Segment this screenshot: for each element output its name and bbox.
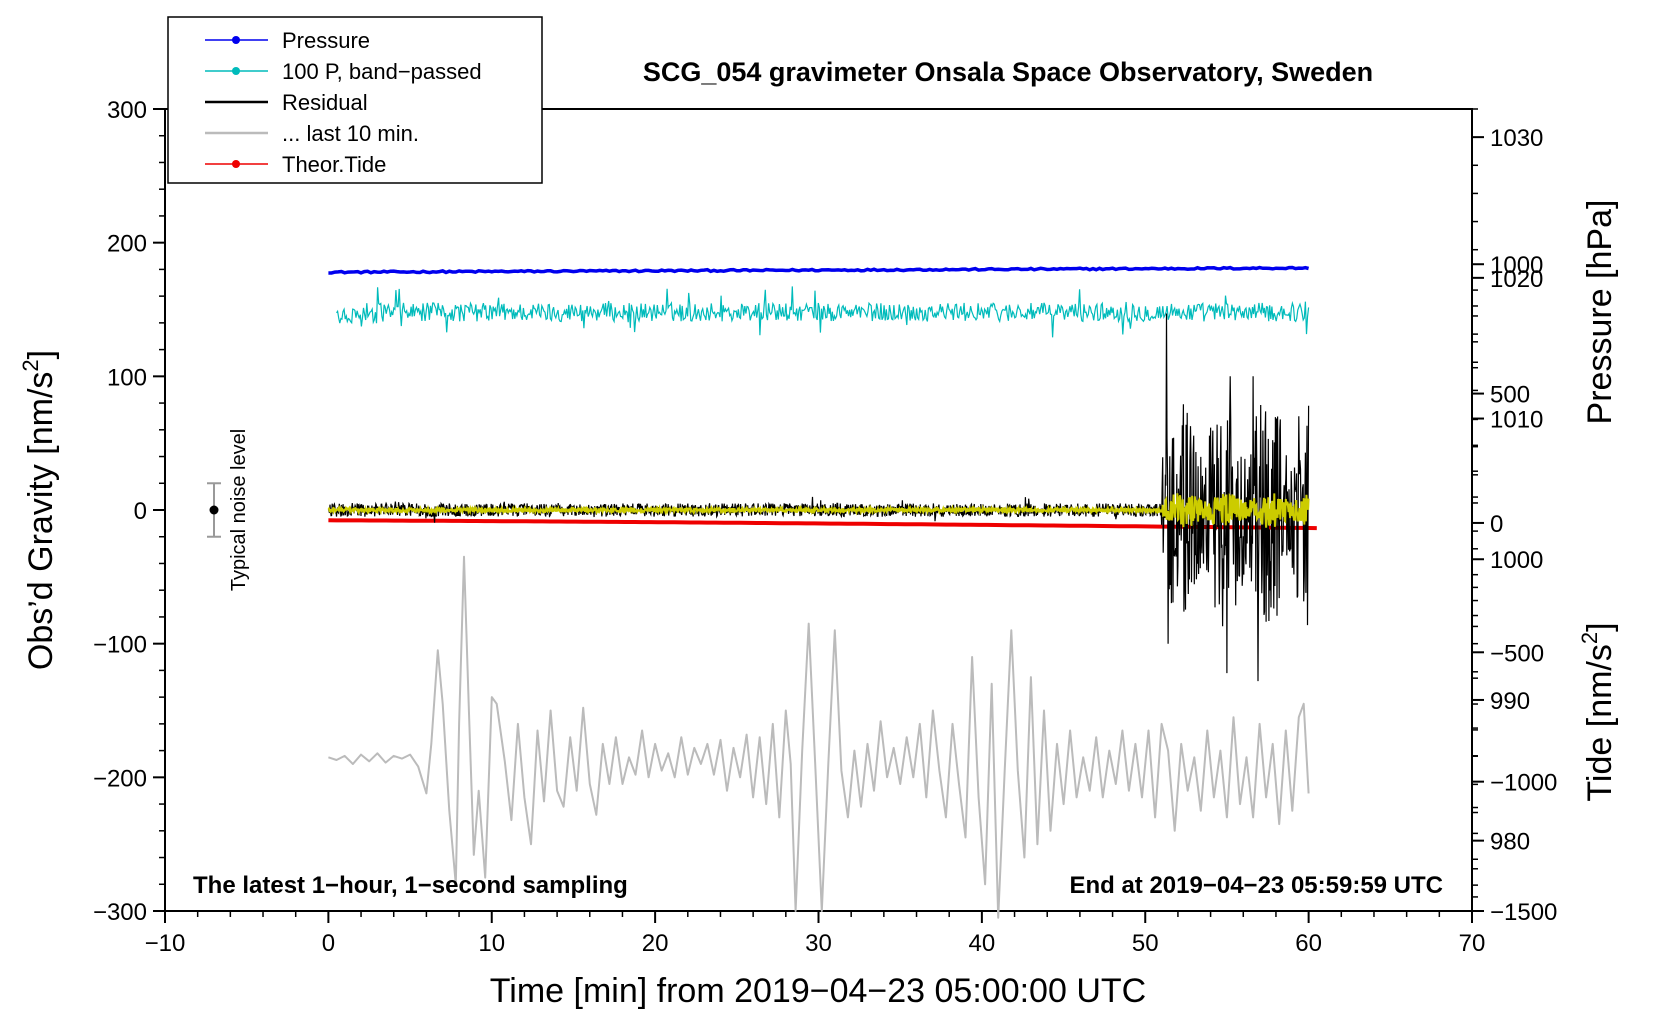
x-tick-label: 60 [1295, 930, 1322, 957]
legend: Pressure 100 P, band−passed Residual ...… [167, 16, 543, 184]
series-theor-tide [328, 518, 1317, 531]
x-tick-label: −10 [145, 930, 186, 957]
series-last-10-min [328, 555, 1310, 919]
legend-label-tide: Theor.Tide [282, 152, 386, 177]
x-tick-label: 20 [642, 930, 669, 957]
legend-label-pressure: Pressure [282, 28, 370, 53]
y-axis-title-left: Obs’d Gravity [nm/s2] [18, 350, 60, 670]
y-left-label-main: Obs’d Gravity [nm/s [22, 372, 60, 671]
legend-item-residual: Residual [205, 90, 368, 115]
tide-label-sup: 2 [1577, 632, 1602, 644]
x-tick-label: 70 [1459, 930, 1486, 957]
note-bottom-left: The latest 1−hour, 1−second sampling [193, 872, 628, 899]
legend-item-bandpassed: 100 P, band−passed [205, 59, 482, 84]
x-tick-label: 10 [478, 930, 505, 957]
y-axis-title-tide: Tide [nm/s2] [1577, 622, 1619, 801]
y-left-label-sup: 2 [18, 359, 43, 371]
tide-tick-label: 1000 [1490, 252, 1543, 279]
x-tick-label: 50 [1132, 930, 1159, 957]
legend-marker-pressure [232, 36, 240, 44]
legend-marker-tide [232, 160, 240, 168]
legend-box [167, 16, 543, 184]
legend-label-bandpassed: 100 P, band−passed [282, 59, 482, 84]
series-residual-filtered [327, 493, 1310, 528]
y-left-tick-label: −100 [93, 632, 147, 659]
y-left-label-close: ] [22, 350, 60, 359]
legend-item-pressure: Pressure [205, 28, 370, 53]
legend-label-residual: Residual [282, 90, 368, 115]
note-bottom-right: End at 2019−04−23 05:59:59 UTC [1069, 872, 1443, 899]
series-layer [327, 265, 1317, 919]
x-tick-label: 0 [322, 930, 335, 957]
y-axis-title-pressure: Pressure [hPa] [1581, 200, 1619, 425]
series-band-passed [336, 286, 1310, 338]
legend-label-last10: ... last 10 min. [282, 121, 419, 146]
noise-label: Typical noise level [228, 429, 250, 591]
x-tick-label: 40 [969, 930, 996, 957]
tide-tick-label: −500 [1490, 640, 1544, 667]
tide-label-main: Tide [nm/s [1581, 644, 1619, 801]
y-left-tick-label: 200 [107, 231, 147, 258]
chart-title: SCG_054 gravimeter Onsala Space Observat… [643, 57, 1373, 87]
series-residual [327, 313, 1310, 682]
y-left-tick-label: 300 [107, 97, 147, 124]
legend-item-tide: Theor.Tide [205, 152, 386, 177]
legend-item-last10: ... last 10 min. [205, 121, 419, 146]
noise-center-dot [209, 505, 219, 515]
tide-tick-label: −1500 [1490, 899, 1557, 926]
y-left-tick-label: 100 [107, 364, 147, 391]
pressure-tick-label: 990 [1490, 688, 1530, 715]
tide-tick-label: 0 [1490, 511, 1503, 538]
y-left-tick-label: −200 [93, 765, 147, 792]
axes-layer: −10 0 10 20 30 40 50 60 703002001000−100−200−300… [93, 97, 1557, 957]
y-left-tick-label: 0 [134, 498, 147, 525]
series-pressure [328, 265, 1310, 275]
x-tick-label: 30 [805, 930, 832, 957]
pressure-tick-label: 980 [1490, 829, 1530, 856]
noise-indicator: Typical noise level [207, 429, 250, 591]
x-axis-title: Time [min] from 2019−04−23 05:00:00 UTC [490, 972, 1146, 1010]
legend-marker-bandpassed [232, 67, 240, 75]
pressure-tick-label: 1020 [1490, 266, 1543, 293]
pressure-tick-label: 1010 [1490, 407, 1543, 434]
tide-label-close: ] [1581, 622, 1619, 631]
pressure-tick-label: 1000 [1490, 547, 1543, 574]
plot-area [164, 108, 1473, 919]
tide-tick-label: −1000 [1490, 770, 1557, 797]
tide-tick-label: 500 [1490, 382, 1530, 409]
y-left-tick-label: −300 [93, 899, 147, 926]
pressure-tick-label: 1030 [1490, 125, 1543, 152]
